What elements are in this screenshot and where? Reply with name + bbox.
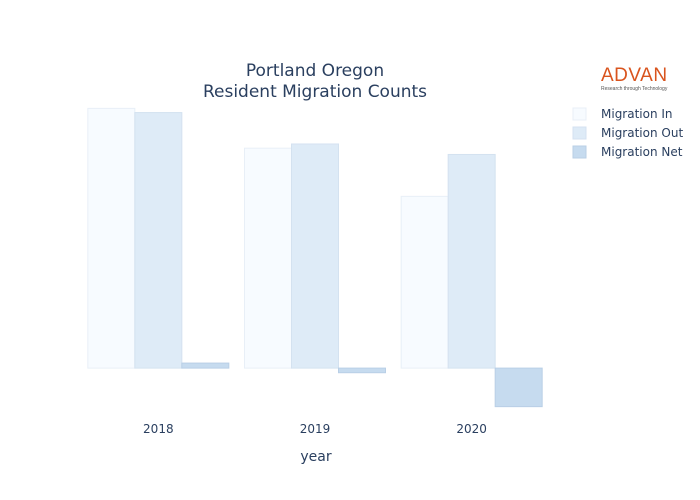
bars-group — [87, 107, 543, 408]
logo-tagline: Research through Technology — [601, 86, 668, 92]
legend-label-migration-in[interactable]: Migration In — [601, 107, 673, 121]
legend-swatch-migration-in[interactable] — [572, 107, 587, 121]
chart-title-line-1: Portland Oregon — [246, 61, 384, 81]
legend-swatch-migration-net[interactable] — [572, 145, 587, 159]
bar-migration-in-2019 — [244, 147, 292, 369]
logo-wordmark: ADVAN — [601, 65, 668, 86]
bar-migration-net-2020 — [494, 367, 543, 408]
x-tick-labels: 2018 2019 2020 — [143, 422, 487, 436]
x-tick-2019: 2019 — [300, 422, 331, 436]
bar-migration-in-2020 — [400, 195, 449, 369]
bar-migration-out-2019 — [291, 143, 339, 369]
bar-migration-in-2018 — [87, 107, 136, 369]
bar-migration-net-2018 — [181, 362, 230, 369]
advan-logo: ADVAN Research through Technology — [601, 65, 673, 93]
legend: Migration In Migration Out Migration Net — [572, 107, 683, 159]
x-tick-2020: 2020 — [456, 422, 487, 436]
chart-title-line-2: Resident Migration Counts — [203, 82, 427, 102]
legend-label-migration-net[interactable]: Migration Net — [601, 145, 683, 159]
bar-migration-out-2020 — [447, 153, 496, 369]
x-tick-2018: 2018 — [143, 422, 174, 436]
bar-migration-net-2019 — [338, 367, 386, 374]
x-axis-title: year — [300, 449, 331, 465]
bar-migration-out-2018 — [134, 112, 183, 369]
legend-swatch-migration-out[interactable] — [572, 126, 587, 140]
legend-label-migration-out[interactable]: Migration Out — [601, 126, 683, 140]
